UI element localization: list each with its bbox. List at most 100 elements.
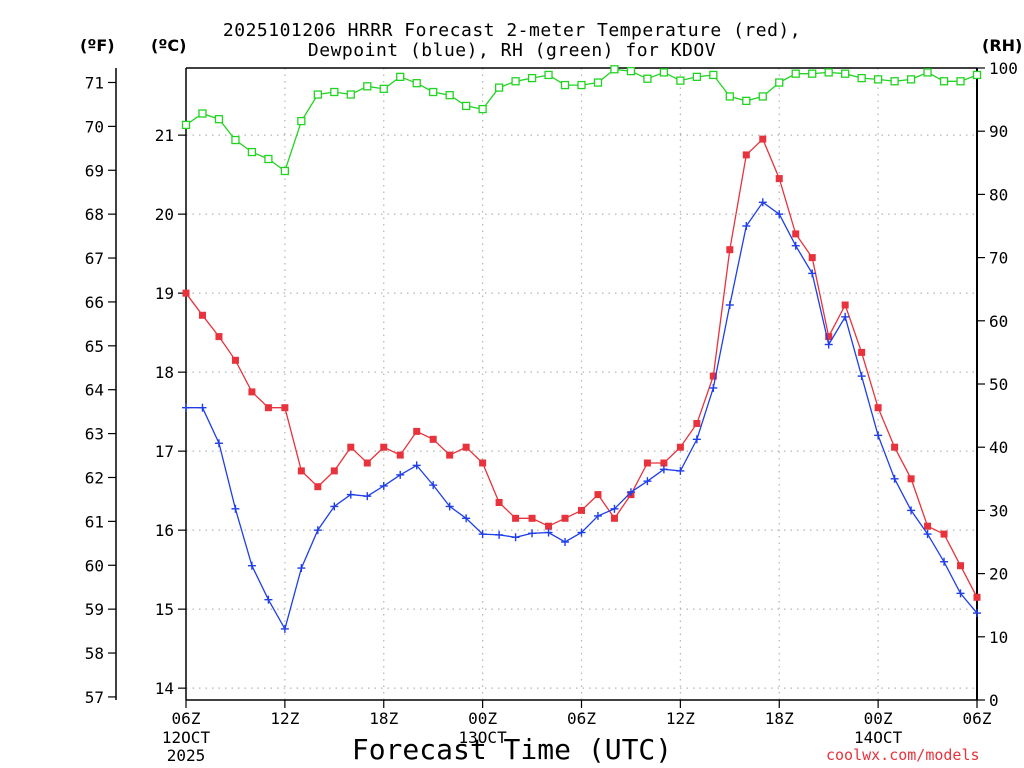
temperature-point (940, 530, 948, 538)
x-tick-label: 12Z (270, 709, 299, 728)
rh-point (758, 92, 767, 101)
rh-point (313, 90, 322, 99)
celsius-tick-label: 14 (155, 679, 174, 698)
dewpoint-point (561, 538, 570, 546)
x-tick-label: 06Z (567, 709, 596, 728)
dewpoint-point (742, 222, 751, 230)
fahrenheit-tick-label: 63 (85, 425, 104, 444)
temperature-point (578, 506, 585, 514)
dewpoint-point (379, 481, 388, 490)
dewpoint-point (198, 403, 207, 412)
rh-point (626, 67, 636, 76)
fahrenheit-tick-label: 64 (85, 381, 104, 400)
rh-tick-label: 90 (989, 122, 1008, 141)
dewpoint-point (214, 439, 223, 448)
temperature-point (726, 246, 734, 254)
temperature-point (429, 435, 437, 443)
temperature-point (594, 491, 602, 499)
temperature-point (248, 388, 256, 396)
x-date-label: 14OCT (854, 728, 903, 747)
source-credit: coolwx.com/models (826, 746, 980, 764)
temperature-point (610, 514, 618, 522)
fahrenheit-tick-label: 60 (85, 556, 104, 575)
temperature-point (380, 443, 388, 451)
x-tick-label: 12Z (666, 709, 695, 728)
temperature-point (215, 333, 223, 341)
celsius-tick-label: 21 (155, 126, 174, 145)
rh-tick-label: 80 (989, 185, 1008, 204)
x-tick-label: 00Z (864, 709, 893, 728)
chart-title-line1: 2025101206 HRRR Forecast 2-meter Tempera… (222, 20, 802, 41)
temperature-point (973, 593, 981, 601)
rh-tick-label: 0 (989, 691, 999, 710)
temperature-point (495, 499, 503, 506)
temperature-point (825, 333, 833, 341)
temperature-point (643, 459, 651, 467)
rh-point (214, 115, 224, 124)
rh-point (709, 70, 718, 80)
rh-point (841, 69, 850, 78)
dewpoint-point (692, 435, 701, 444)
temperature-point (264, 404, 272, 412)
dewpoint-point (923, 530, 932, 539)
dewpoint-point (709, 383, 718, 392)
rh-point (198, 109, 207, 118)
rh-point (577, 80, 586, 90)
rh-series (181, 65, 982, 176)
rh-point (956, 77, 965, 86)
dewpoint-point (247, 561, 256, 570)
temperature-point (808, 254, 816, 262)
rh-tick-label: 50 (989, 375, 1008, 394)
temperature-point (907, 475, 915, 483)
rh-point (478, 104, 487, 114)
rh-point (890, 77, 899, 86)
celsius-tick-label: 17 (155, 442, 174, 461)
rh-point (560, 80, 570, 90)
temperature-point (792, 230, 800, 238)
fahrenheit-tick-label: 66 (85, 293, 104, 312)
temperature-point (957, 562, 965, 570)
rh-tick-label: 40 (989, 438, 1008, 457)
dewpoint-point (791, 241, 800, 250)
rh-point (527, 73, 537, 83)
x-date-label: 12OCT (162, 728, 211, 747)
dewpoint-point (511, 533, 520, 542)
rh-point (544, 70, 553, 80)
dewpoint-point (264, 595, 273, 604)
temperature-point (330, 467, 338, 475)
rh-point (808, 69, 817, 78)
dewpoint-point (593, 511, 602, 520)
rh-point (280, 166, 290, 176)
dewpoint-series (182, 198, 981, 633)
dewpoint-point (297, 564, 306, 573)
rh-point (742, 96, 751, 106)
dewpoint-point (659, 465, 668, 474)
rh-point (791, 69, 800, 78)
temperature-point (660, 459, 668, 467)
dewpoint-point (330, 502, 339, 511)
dewpoint-point (973, 609, 981, 618)
dewpoint-point (231, 504, 240, 513)
temperature-point (924, 522, 932, 530)
temperature-point (198, 311, 206, 319)
temperature-point (561, 514, 569, 522)
rh-point (857, 73, 866, 83)
rh-point (659, 68, 669, 77)
dewpoint-point (775, 210, 784, 219)
fahrenheit-tick-label: 70 (85, 117, 104, 136)
rh-point (231, 135, 240, 145)
temperature-point (709, 372, 717, 380)
temperature-point (314, 483, 322, 491)
temperature-point (528, 514, 536, 522)
celsius-unit-label: (ºC) (151, 36, 187, 55)
temperature-point (462, 443, 470, 451)
dewpoint-point (907, 506, 916, 515)
dewpoint-point (890, 474, 899, 483)
rh-tick-label: 30 (989, 501, 1008, 520)
dewpoint-point (841, 312, 850, 321)
temperature-series (182, 135, 981, 601)
dewpoint-point (577, 528, 586, 537)
dewpoint-point (363, 492, 372, 501)
celsius-tick-label: 15 (155, 600, 174, 619)
fahrenheit-tick-label: 69 (85, 161, 104, 180)
